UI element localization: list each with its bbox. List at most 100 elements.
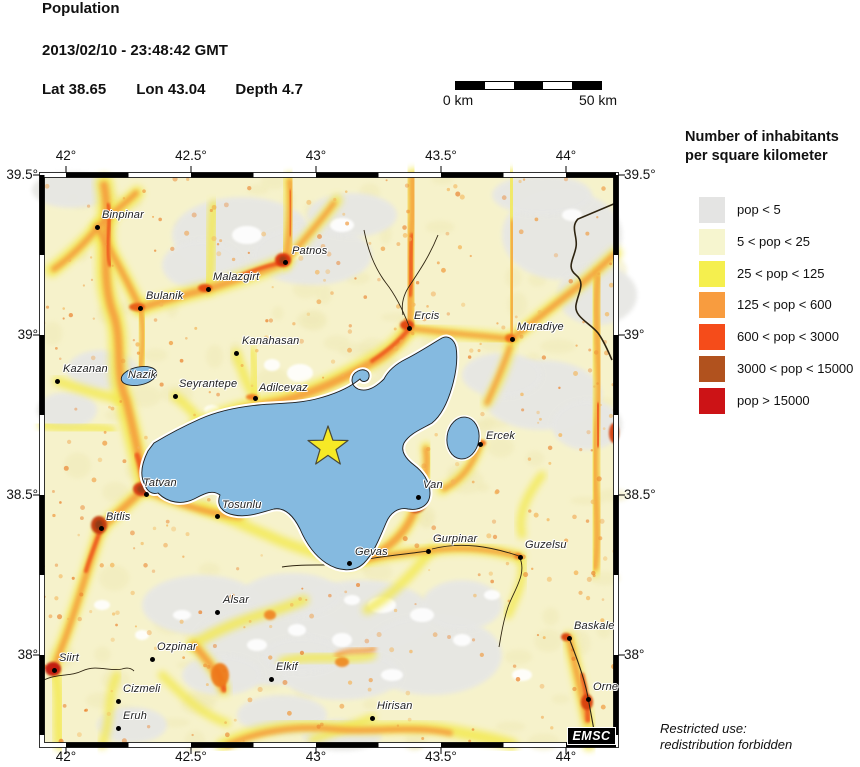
city-dot-muradiye [510,337,515,342]
city-dot-ozpinar [150,657,155,662]
city-dot-seyrantepe [173,394,178,399]
city-dot-siirt [52,668,57,673]
legend-swatch [699,292,725,319]
legend-title: Number of inhabitants per square kilomet… [685,128,857,166]
city-dot-kazanan [55,379,60,384]
legend-swatch [699,324,725,351]
legend-swatch [699,260,725,287]
city-label-kanahasan: Kanahasan [242,335,300,347]
legend-label: 600 < pop < 3000 [737,329,839,345]
epicenter-star-icon [307,425,349,465]
city-label-bitlis: Bitlis [106,511,131,523]
restricted-use-note: Restricted use: redistribution forbidden [660,721,792,753]
axis-right-tick-label: 38.5° [624,487,656,502]
axis-left-tick-label: 38° [17,647,38,662]
event-depth: Depth 4.7 [235,81,303,98]
legend-swatch [699,197,725,223]
city-dot-hirisan [370,716,375,721]
population-map: Binpinar Patnos Malazgirt Bulanik Ercis Murad… [32,166,637,754]
city-label-cizmeli: Cizmeli [123,683,161,695]
scale-bar-max-label: 50 km [578,92,618,108]
axis-right-tick-label: 39° [624,327,645,342]
city-label-malazgirt: Malazgirt [213,271,260,283]
restricted-use-line2: redistribution forbidden [660,737,793,752]
scale-bar-zero-label: 0 km [442,92,474,108]
city-label-patnos: Patnos [292,245,328,257]
city-label-baskale: Baskale [574,620,615,632]
city-label-kazanan: Kazanan [63,363,108,375]
city-label-tosunlu: Tosunlu [222,499,262,511]
city-dot-gurpinar [426,549,431,554]
city-label-ercek: Ercek [486,430,516,442]
axis-bottom-tick-label: 42° [55,749,77,764]
city-dot-eruh [116,726,121,731]
city-label-adilcevaz: Adilcevaz [259,382,308,394]
city-label-siirt: Siirt [59,652,79,664]
legend: Number of inhabitants per square kilomet… [685,128,857,414]
city-label-bulanik: Bulanik [146,290,184,302]
axis-bottom-tick-label: 43° [305,749,327,764]
axis-right-tick-label: 38° [624,647,645,662]
legend-label: 25 < pop < 125 [737,265,825,281]
city-dot-ercis [407,326,412,331]
event-datetime: 2013/02/10 - 23:48:42 GMT [42,42,228,59]
axis-top-tick-label: 43° [305,148,327,163]
legend-label: 125 < pop < 600 [737,297,832,313]
city-dot-adilcevaz [253,396,258,401]
city-label-eruh: Eruh [123,710,148,722]
scale-bar-segment [543,82,572,89]
city-label-gevas: Gevas [355,546,388,558]
city-dot-bitlis [99,526,104,531]
city-label-ozpinar: Ozpinar [157,641,197,653]
city-label-ercis: Ercis [414,310,440,322]
legend-swatch [699,228,725,255]
scale-bar-segment [485,82,514,89]
city-label-orne: Orne [593,681,619,693]
city-label-muradiye: Muradiye [517,321,564,333]
event-lat: Lat 38.65 [42,81,107,98]
axis-bottom-tick-label: 43.5° [425,749,457,764]
scale-bar [455,81,602,90]
axis-left-tick-label: 38.5° [6,487,38,502]
city-dot-tatvan [144,492,149,497]
city-label-van: Van [423,479,443,491]
map-title: Population [42,0,120,17]
city-label-hirisan: Hirisan [377,700,413,712]
axis-bottom-tick-label: 44° [555,749,577,764]
city-dot-orne [586,697,591,702]
city-dot-malazgirt [206,287,211,292]
city-dot-ercek [478,442,483,447]
axis-left-tick-label: 39° [17,327,38,342]
legend-swatch [699,356,725,382]
city-dot-alsar [215,610,220,615]
legend-label: pop > 15000 [737,392,810,408]
axis-left-tick-label: 39.5° [6,167,38,182]
city-dot-bulanik [138,306,143,311]
axis-top-tick-label: 42.5° [175,148,207,163]
scale-bar-segment [514,82,543,89]
city-dot-baskale [567,636,572,641]
lake-label-nazik: Nazik [128,369,157,381]
city-label-elkif: Elkif [276,661,298,673]
legend-label: pop < 5 [737,202,781,217]
city-dot-binpinar [95,225,100,230]
city-dot-gevas [347,561,352,566]
city-dot-kanahasan [234,351,239,356]
scale-bar-segment [572,82,601,89]
legend-label: 3000 < pop < 15000 [737,361,854,376]
city-label-seyrantepe: Seyrantepe [179,378,238,390]
city-dot-elkif [269,677,274,682]
axis-right-tick-label: 39.5° [624,167,656,182]
emsc-logo: EMSC [567,727,616,745]
legend-swatch [699,387,725,414]
legend-label: 5 < pop < 25 [737,233,811,249]
city-label-tatvan: Tatvan [143,477,177,489]
legend-title-line1: Number of inhabitants [685,129,839,145]
axis-top-tick-label: 43.5° [425,148,457,163]
city-label-guzelsu: Guzelsu [525,539,567,551]
city-label-gurpinar: Gurpinar [433,533,478,545]
city-dot-tosunlu [215,514,220,519]
city-dot-patnos [283,260,288,265]
axis-top-tick-label: 42° [55,148,77,163]
